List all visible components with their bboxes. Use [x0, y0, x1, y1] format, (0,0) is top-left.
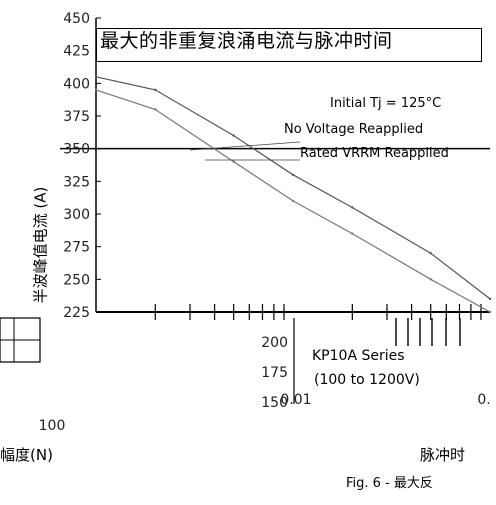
y-tick-label-7: 275: [63, 240, 90, 256]
y-tick-label-6: 300: [63, 207, 90, 223]
y-tick-label-2: 400: [63, 76, 90, 92]
series-point-0-3: [291, 173, 295, 176]
y-tick-label-0: 450: [63, 11, 90, 27]
series-label-name: KP10A Series: [312, 348, 405, 364]
y-tick-label-1: 425: [63, 44, 90, 60]
series-point-0-5: [429, 252, 432, 255]
series-point-0-2: [232, 134, 235, 137]
chart-title: 最大的非重复浪涌电流与脉冲时间: [100, 30, 393, 52]
y-tick-label-3: 375: [63, 109, 90, 125]
inner-y-tick-label-0: 200: [261, 335, 288, 351]
y-tick-label-8: 250: [63, 272, 90, 288]
title-box: [96, 28, 482, 62]
inner-y-tick-label-2: 150: [261, 395, 288, 411]
series-point-0-1: [154, 88, 157, 92]
x-tick-label-2: 0.: [477, 392, 490, 408]
series-point-1-4: [351, 232, 354, 235]
x-axis-label-left: 幅度(N): [0, 446, 53, 464]
series-point-1-5: [429, 278, 432, 281]
annotation-no-voltage: No Voltage Reapplied: [284, 122, 424, 137]
series-point-1-3: [291, 199, 295, 203]
series-point-1-1: [154, 108, 157, 111]
x-axis-label-right: 脉冲时: [420, 446, 466, 464]
series-point-1-6: [488, 310, 492, 314]
inner-y-tick-label-1: 175: [261, 365, 288, 381]
y-tick-label-9: 225: [63, 305, 90, 321]
series-point-0-4: [351, 206, 354, 209]
y-axis-label: 半波峰值电流 (A): [31, 186, 50, 304]
x-tick-label-1: 0.01: [280, 392, 311, 408]
x-tick-label-0: 100: [39, 418, 66, 434]
series-point-1-2: [232, 160, 235, 163]
annotation-initial-tj: Initial Tj = 125°C: [330, 96, 442, 111]
y-tick-label-4: 350: [63, 142, 90, 158]
series-point-0-0: [94, 75, 98, 79]
series-point-0-6: [488, 297, 492, 301]
series-point-1-0: [94, 88, 98, 92]
figure-caption: Fig. 6 - 最大反: [346, 476, 433, 491]
annotation-leader-line: [189, 141, 301, 151]
y-tick-label-5: 325: [63, 174, 90, 190]
annotation-rated-vrrm: Rated VRRM Reapplied: [300, 146, 449, 161]
series-label-range: (100 to 1200V): [314, 372, 420, 388]
